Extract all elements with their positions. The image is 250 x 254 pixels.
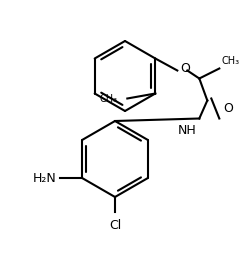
Text: H₂N: H₂N [32, 171, 56, 184]
Text: NH: NH [177, 123, 196, 136]
Text: Cl: Cl [108, 219, 121, 232]
Text: O: O [180, 62, 190, 75]
Text: O: O [222, 102, 232, 115]
Text: CH₃: CH₃ [99, 93, 117, 103]
Text: CH₃: CH₃ [220, 56, 238, 67]
